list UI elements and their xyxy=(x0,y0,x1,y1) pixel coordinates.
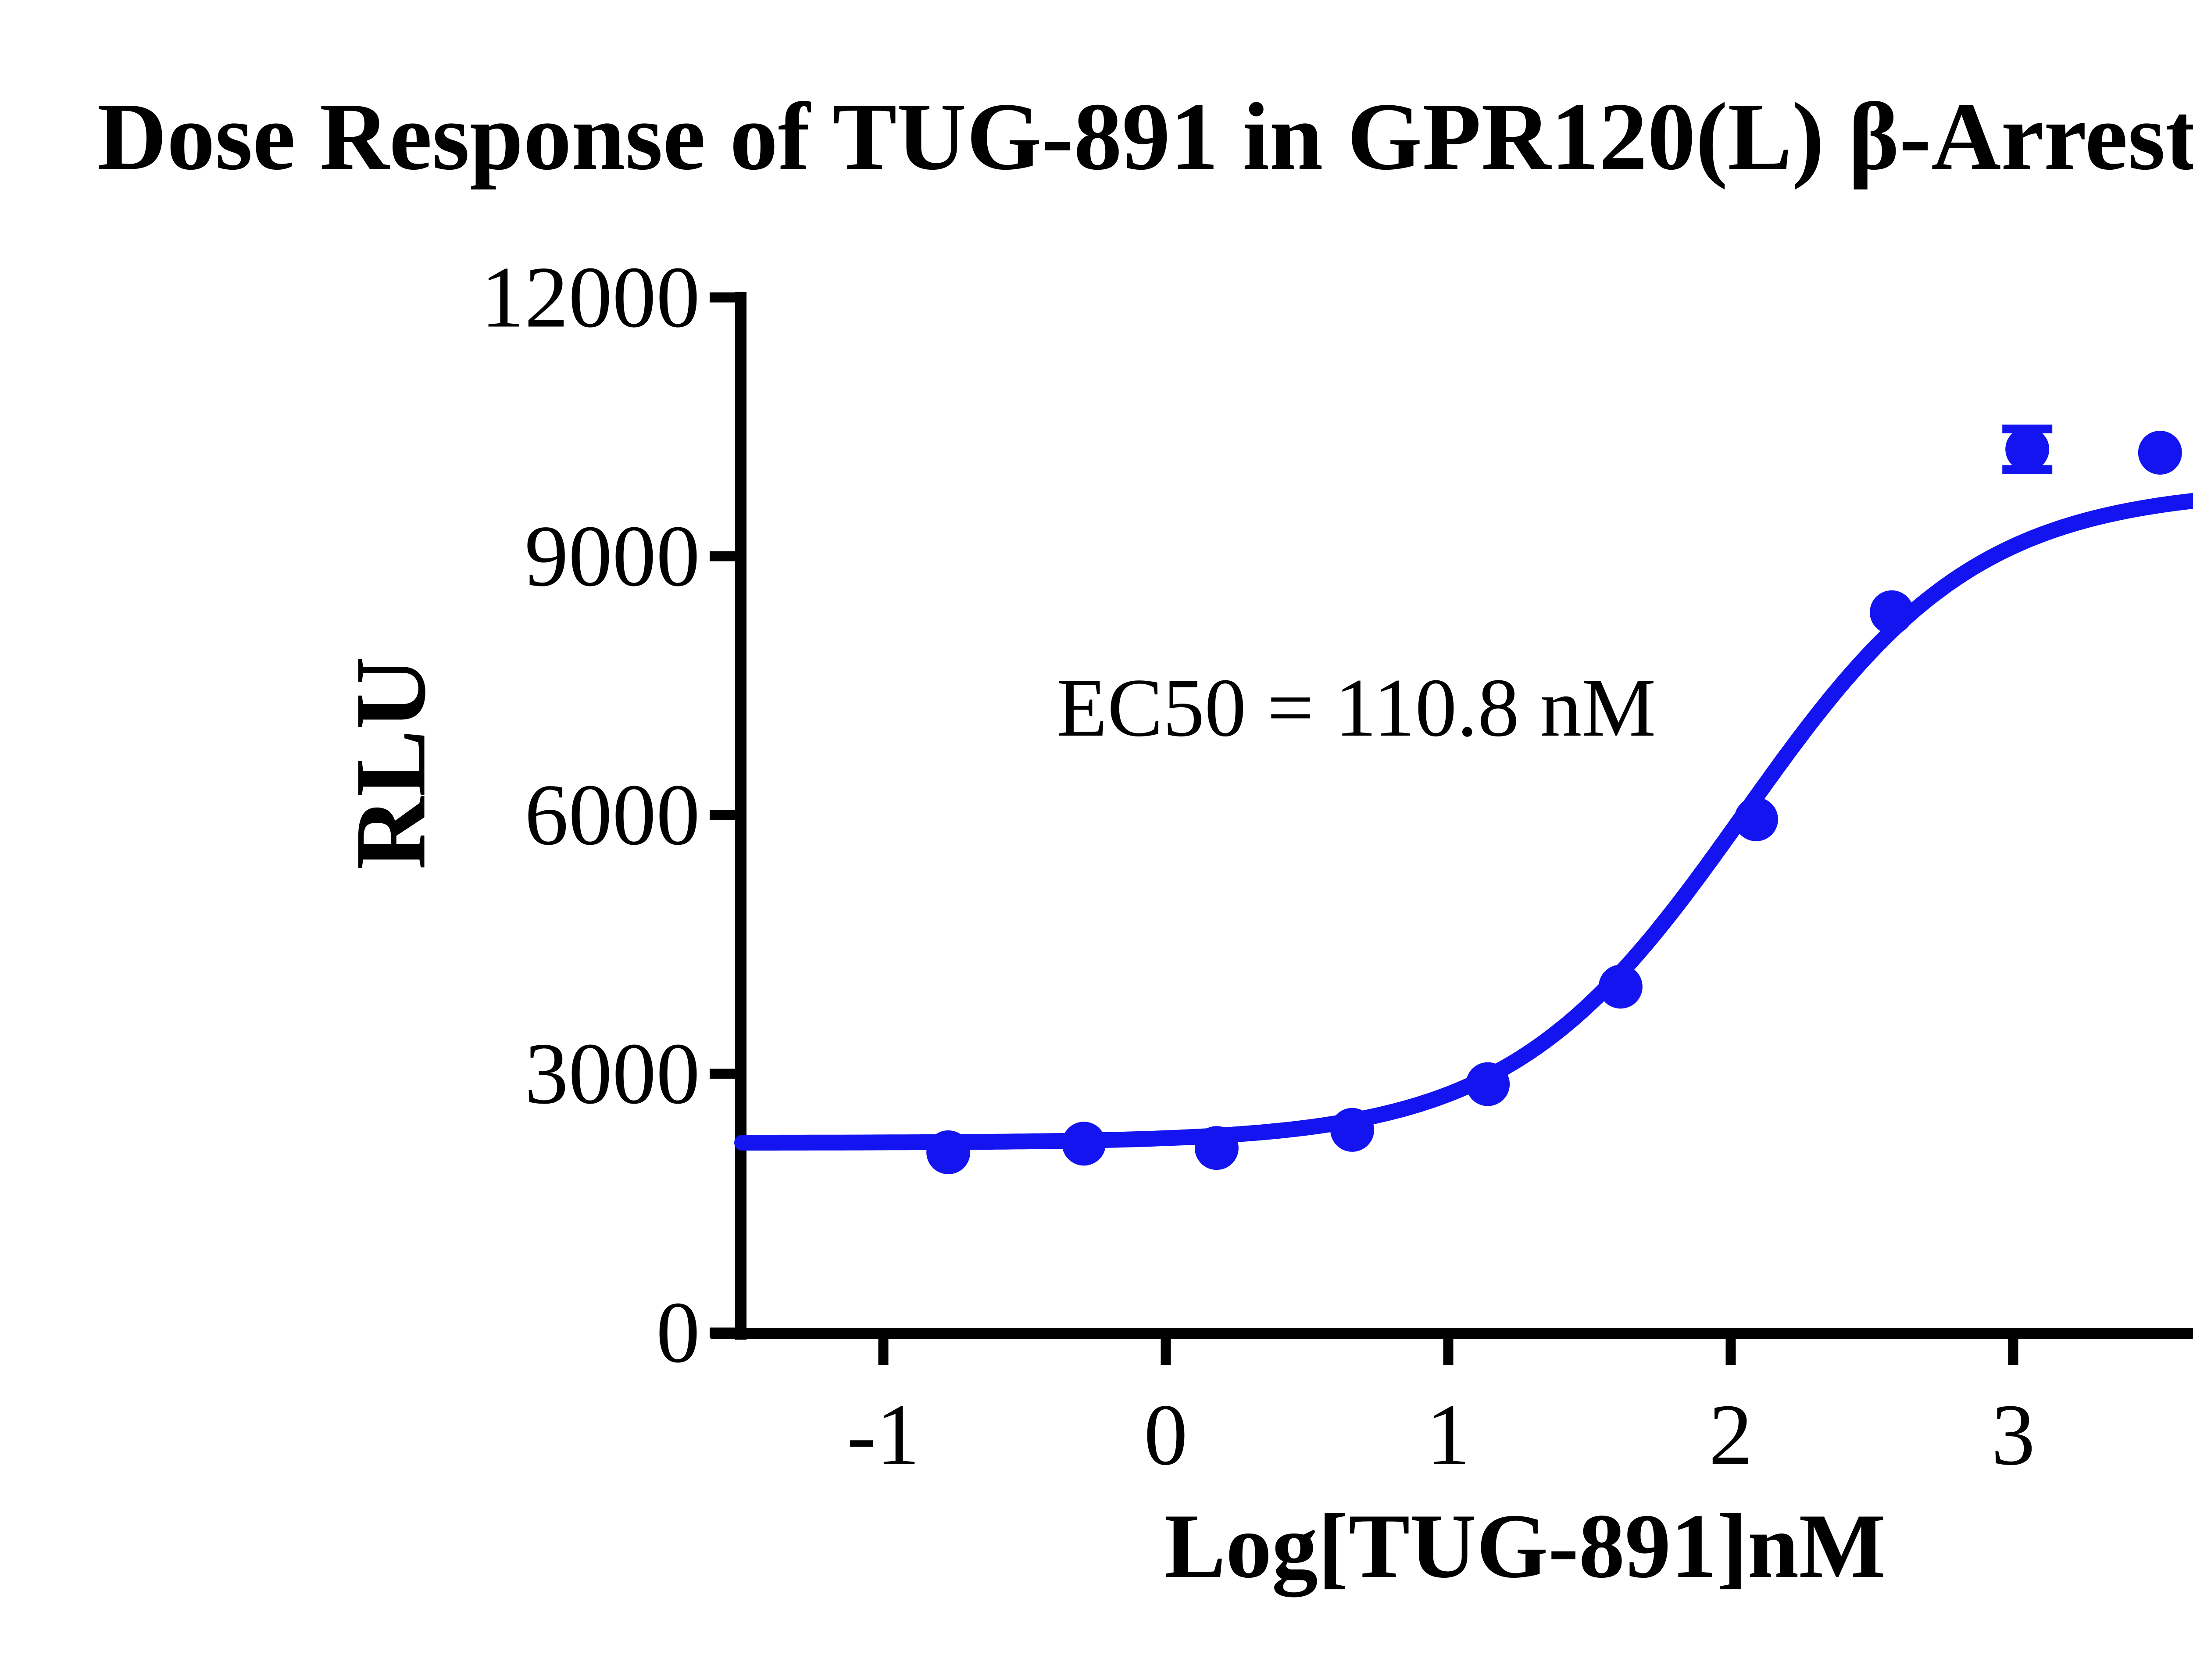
x-tick-label: 0 xyxy=(1144,1387,1188,1483)
data-point xyxy=(926,1130,971,1174)
y-axis-label: RLU xyxy=(335,657,446,870)
fit-curve xyxy=(734,493,2193,1151)
data-point xyxy=(2138,431,2182,475)
data-point xyxy=(1062,1122,1106,1166)
x-tick-label: 1 xyxy=(1426,1387,1470,1483)
x-tick-label: -1 xyxy=(847,1387,920,1483)
y-tick-label: 6000 xyxy=(525,767,700,864)
y-tick-label: 12000 xyxy=(481,249,700,346)
x-tick-label: 3 xyxy=(1991,1387,2035,1483)
data-point xyxy=(1870,590,1914,634)
y-tick-label: 3000 xyxy=(525,1026,700,1122)
data-point xyxy=(1194,1126,1239,1170)
chart-title: Dose Response of TUG-891 in GPR120(L) β-… xyxy=(97,83,2193,190)
x-tick-label: 2 xyxy=(1709,1387,1753,1483)
y-tick-label: 9000 xyxy=(525,508,700,605)
data-point xyxy=(1330,1108,1375,1152)
data-point xyxy=(1466,1062,1510,1106)
data-point xyxy=(1734,797,1778,841)
data-point xyxy=(1598,965,1643,1009)
ec50-annotation: EC50 = 110.8 nM xyxy=(1057,662,1656,754)
data-point xyxy=(2005,427,2050,472)
y-tick-label: 0 xyxy=(656,1284,700,1381)
x-axis-label: Log[TUG-891]nM xyxy=(1164,1495,1886,1597)
